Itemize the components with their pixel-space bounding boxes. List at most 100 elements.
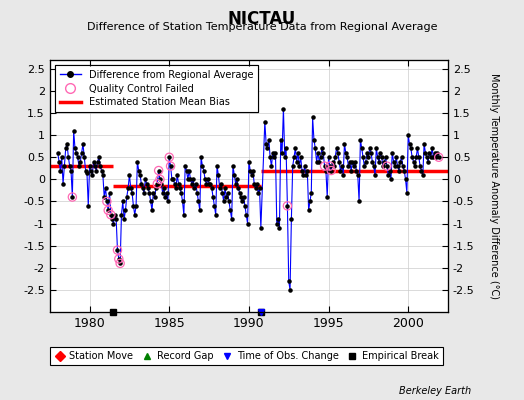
Point [252, 185, 260, 192]
Point [303, 167, 311, 174]
Point [125, 172, 134, 178]
Point [395, 167, 403, 174]
Point [419, 172, 427, 178]
Point [73, 154, 82, 160]
Point [330, 163, 338, 169]
Point [329, 158, 337, 165]
Point [72, 150, 81, 156]
Point [380, 158, 388, 165]
Legend: Station Move, Record Gap, Time of Obs. Change, Empirical Break: Station Move, Record Gap, Time of Obs. C… [50, 347, 443, 365]
Point [105, 190, 114, 196]
Point [383, 163, 391, 169]
Point [427, 154, 435, 160]
Point [116, 260, 124, 266]
Point [113, 247, 122, 253]
Point [103, 198, 111, 205]
Point [63, 141, 71, 147]
Point [115, 256, 123, 262]
Point [346, 158, 354, 165]
Point [267, 163, 276, 169]
Point [53, 150, 62, 156]
Point [356, 136, 365, 143]
Point [384, 172, 392, 178]
Point [165, 154, 173, 160]
Point [363, 150, 371, 156]
Point [127, 185, 135, 192]
Point [342, 150, 350, 156]
Point [158, 190, 167, 196]
Point [116, 260, 124, 266]
Point [312, 158, 321, 165]
Point [107, 212, 115, 218]
Point [132, 203, 140, 209]
Point [212, 212, 220, 218]
Point [283, 203, 291, 209]
Point [143, 180, 151, 187]
Point [95, 154, 103, 160]
Point [101, 185, 110, 192]
Point [237, 194, 245, 200]
Point [372, 145, 380, 152]
Point [260, 119, 269, 125]
Point [406, 141, 414, 147]
Point [320, 163, 329, 169]
Point [96, 163, 104, 169]
Point [229, 163, 237, 169]
Point [59, 180, 67, 187]
Point [274, 216, 282, 222]
Point [242, 212, 250, 218]
Point [202, 180, 211, 187]
Point [156, 176, 164, 182]
Point [291, 145, 300, 152]
Point [283, 203, 291, 209]
Point [326, 163, 334, 169]
Point [108, 216, 116, 222]
Point [230, 172, 238, 178]
Point [112, 216, 121, 222]
Point [241, 203, 249, 209]
Point [351, 158, 359, 165]
Point [319, 150, 328, 156]
Point [138, 185, 147, 192]
Point [383, 163, 391, 169]
Point [70, 128, 78, 134]
Point [79, 141, 87, 147]
Point [243, 220, 252, 227]
Point [123, 194, 131, 200]
Point [391, 163, 399, 169]
Point [226, 207, 235, 214]
Point [347, 167, 355, 174]
Point [315, 158, 323, 165]
Point [290, 154, 298, 160]
Point [234, 185, 243, 192]
Point [172, 185, 180, 192]
Point [335, 158, 343, 165]
Point [424, 158, 432, 165]
Point [359, 154, 367, 160]
Point [343, 154, 351, 160]
Point [214, 172, 223, 178]
Point [129, 203, 138, 209]
Point [55, 158, 63, 165]
Point [87, 167, 95, 174]
Point [253, 180, 261, 187]
Point [165, 154, 173, 160]
Point [203, 176, 212, 182]
Point [298, 167, 306, 174]
Point [420, 141, 428, 147]
Point [246, 167, 255, 174]
Point [413, 145, 422, 152]
Point [327, 167, 335, 174]
Point [360, 163, 368, 169]
Point [367, 150, 375, 156]
Point [300, 163, 309, 169]
Point [169, 176, 178, 182]
Point [433, 150, 442, 156]
Point [137, 180, 146, 187]
Point [270, 154, 278, 160]
Point [265, 136, 273, 143]
Point [277, 136, 285, 143]
Point [104, 207, 112, 214]
Point [178, 198, 187, 205]
Point [275, 225, 283, 231]
